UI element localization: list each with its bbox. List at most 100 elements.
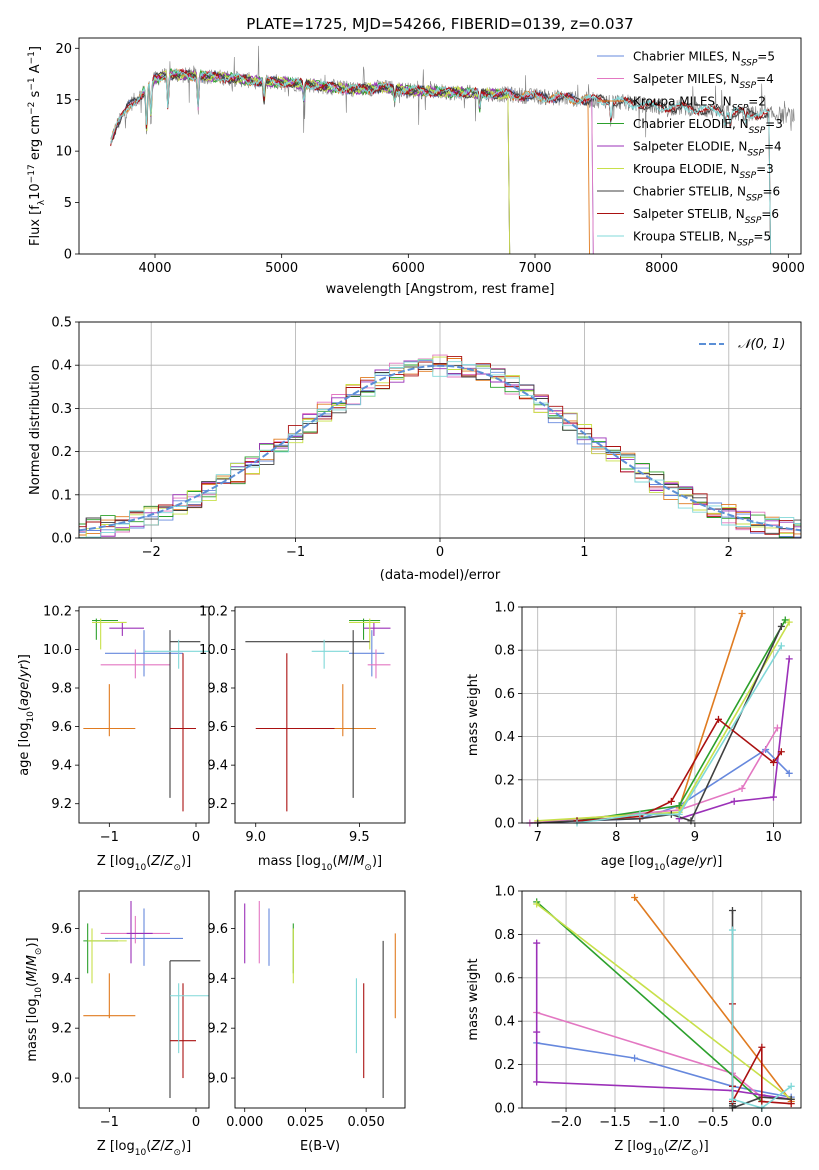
x-tick-label: 7000 bbox=[518, 261, 551, 276]
label-part: Chabrier MILES, N bbox=[633, 50, 741, 64]
label-part: Flux [f bbox=[28, 205, 43, 246]
label-part: ( bbox=[146, 854, 151, 869]
mass_vs_Z-ylabel: mass [log10(M/M⊙)] bbox=[25, 937, 44, 1061]
x-tick-label: 0.000 bbox=[226, 1115, 263, 1130]
weight_vs_Z-xlabel: Z [log10(Z/Z⊙)] bbox=[614, 1139, 708, 1158]
x-tick-label: 8 bbox=[612, 830, 620, 845]
label-part: ( bbox=[665, 854, 670, 869]
label-part: SSP bbox=[747, 149, 764, 159]
weight_vs_age-ylabel: mass weight bbox=[466, 674, 481, 756]
weight-line bbox=[535, 943, 792, 1101]
y-tick-label: 1.0 bbox=[494, 885, 515, 900]
weight-marker bbox=[728, 1095, 736, 1103]
weight-marker bbox=[636, 810, 644, 818]
label-part: )] bbox=[17, 654, 32, 664]
label-part: )] bbox=[712, 854, 722, 869]
weight-line bbox=[633, 897, 792, 1102]
y-tick-label: 9.4 bbox=[207, 759, 228, 774]
x-tick-label: −1 bbox=[100, 830, 119, 845]
label-part: 10 bbox=[654, 863, 666, 873]
x-tick-label: 0.025 bbox=[287, 1115, 324, 1130]
y-tick-label: 0.4 bbox=[494, 730, 515, 745]
y-tick-label: 15 bbox=[55, 93, 72, 108]
label-part: ⊙ bbox=[364, 863, 372, 873]
label-part: M bbox=[338, 854, 349, 869]
label-part: Z bbox=[150, 854, 161, 869]
weight-line bbox=[536, 901, 763, 1103]
label-part: / bbox=[160, 854, 165, 869]
y-tick-label: 0.6 bbox=[494, 687, 515, 702]
label-part: 10 bbox=[34, 987, 44, 999]
label-part: ( bbox=[664, 1139, 669, 1154]
y-tick-label: 9.0 bbox=[51, 1072, 72, 1087]
residual-histogram bbox=[79, 359, 801, 538]
y-tick-label: 9.2 bbox=[51, 797, 72, 812]
residuals-ylabel: Normed distribution bbox=[28, 365, 43, 495]
y-tick-label: 9.0 bbox=[207, 1072, 228, 1087]
y-tick-label: 9.6 bbox=[207, 922, 228, 937]
label-part: Z [log bbox=[97, 1139, 135, 1154]
x-tick-label: −1.5 bbox=[599, 1115, 631, 1130]
weight-marker bbox=[667, 797, 675, 805]
spectrum-ylabel: Flux [fλ10−17 erg cm−2 s−1 A−1] bbox=[27, 46, 47, 246]
label-part: / bbox=[25, 966, 40, 971]
y-tick-label: 9.2 bbox=[51, 1022, 72, 1037]
label-part: )] bbox=[25, 937, 40, 947]
label-part: 10 bbox=[28, 183, 43, 200]
weight-line bbox=[537, 626, 783, 824]
label-part: M bbox=[25, 955, 40, 966]
grid-layer bbox=[79, 321, 801, 1109]
weight-marker bbox=[738, 609, 746, 617]
weight-line bbox=[536, 903, 792, 1100]
weight-marker bbox=[769, 759, 777, 767]
label-part: Kroupa ELODIE, N bbox=[633, 162, 740, 176]
x-tick-label: −1 bbox=[286, 545, 305, 560]
label-part: Salpeter STELIB, N bbox=[633, 207, 745, 221]
x-tick-label: −1.0 bbox=[648, 1115, 680, 1130]
spectrum-model-line bbox=[110, 68, 772, 254]
label-part: yr bbox=[17, 663, 32, 679]
mass_vs_ebv-xlabel: E(B-V) bbox=[300, 1139, 340, 1154]
label-part: SSP bbox=[740, 171, 757, 181]
label-part: / bbox=[160, 1139, 165, 1154]
x-tick-label: 0 bbox=[192, 1115, 200, 1130]
weight-marker bbox=[631, 1054, 639, 1062]
label-part: Z bbox=[164, 854, 175, 869]
label-part: s bbox=[28, 90, 43, 101]
y-tick-label: 0.0 bbox=[51, 532, 72, 547]
label-part: E(B-V) bbox=[300, 1139, 340, 1154]
label-part: −17 bbox=[27, 164, 37, 183]
legend-label: Salpeter STELIB, NSSP=6 bbox=[633, 207, 779, 226]
legend-label: Chabrier STELIB, NSSP=6 bbox=[633, 185, 780, 204]
x-tick-label: 9.0 bbox=[245, 830, 266, 845]
age_vs_mass-xlabel: mass [log10(M/M⊙)] bbox=[258, 854, 382, 873]
label-part: SSP bbox=[745, 216, 762, 226]
label-part: M bbox=[25, 971, 40, 982]
label-part: ( bbox=[146, 1139, 151, 1154]
weight-marker bbox=[728, 926, 736, 934]
label-part: =3 bbox=[756, 162, 774, 176]
label-part: Z [log bbox=[614, 1139, 652, 1154]
x-tick-label: −1 bbox=[100, 1115, 119, 1130]
x-tick-label: 1 bbox=[580, 545, 588, 560]
label-part: / bbox=[17, 677, 32, 682]
mass_vs_Z-xlabel: Z [log10(Z/Z⊙)] bbox=[97, 1139, 191, 1158]
label-part: )] bbox=[181, 1139, 191, 1154]
y-tick-label: 0.4 bbox=[494, 1015, 515, 1030]
y-tick-label: 0.4 bbox=[51, 359, 72, 374]
label-part: 10 bbox=[321, 863, 333, 873]
weight-marker bbox=[730, 797, 738, 805]
label-part: Z bbox=[164, 1139, 175, 1154]
label-part: SSP bbox=[741, 59, 758, 69]
x-tick-label: 9 bbox=[691, 830, 699, 845]
x-tick-label: 2 bbox=[725, 545, 733, 560]
y-tick-label: 10 bbox=[55, 145, 72, 160]
y-tick-label: 9.2 bbox=[207, 797, 228, 812]
y-tick-label: 9.8 bbox=[207, 682, 228, 697]
label-part: −1 bbox=[27, 77, 37, 90]
y-tick-label: 0.1 bbox=[51, 488, 72, 503]
y-tick-label: 0.8 bbox=[494, 928, 515, 943]
weight-marker bbox=[533, 900, 541, 908]
weight-marker bbox=[773, 724, 781, 732]
